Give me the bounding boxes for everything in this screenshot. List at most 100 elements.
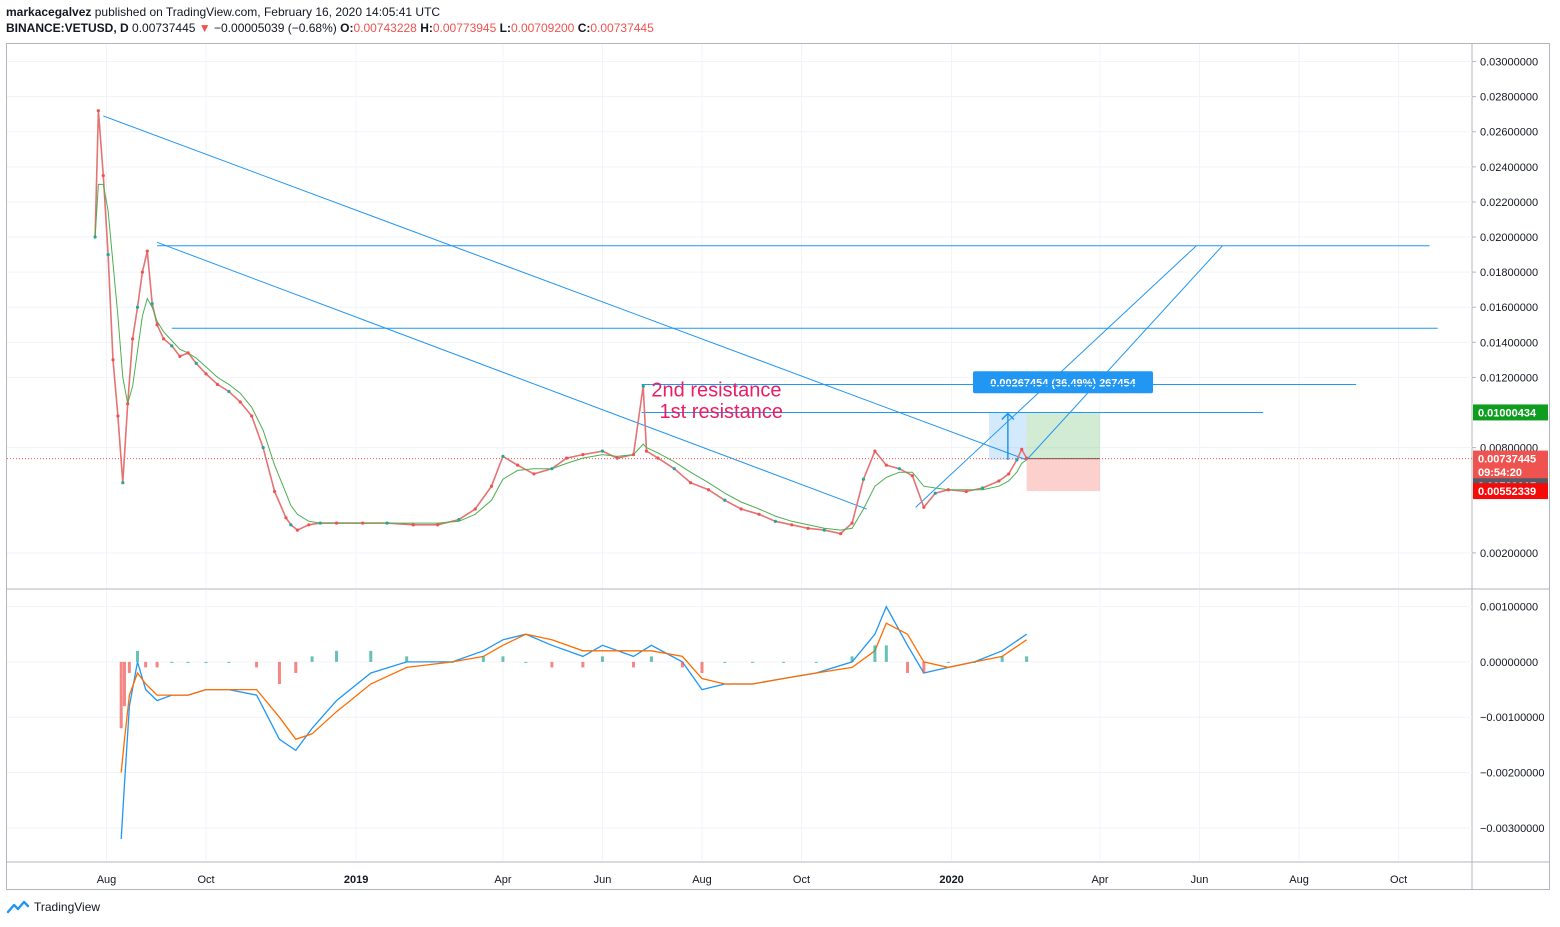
price-point	[1015, 458, 1019, 462]
price-point	[385, 521, 389, 525]
price-point	[284, 516, 288, 520]
macd-histogram-bar	[723, 661, 727, 663]
price-point	[964, 489, 968, 494]
macd-histogram-bar	[277, 661, 281, 685]
macd-tick-label: −0.00300000	[1480, 823, 1545, 835]
macd-histogram-bar	[155, 661, 159, 668]
price-point	[873, 449, 877, 453]
price-point	[295, 528, 299, 532]
price-line	[94, 110, 1028, 535]
price-tag-label: 09:54:20	[1478, 467, 1522, 479]
macd-histogram-bar	[600, 656, 604, 662]
macd-histogram-bar	[122, 661, 126, 707]
macd-tick-label: −0.00100000	[1480, 712, 1545, 724]
macd-histogram-bar	[186, 661, 190, 663]
price-point	[757, 512, 761, 516]
trend-line	[1026, 245, 1223, 461]
macd-histogram-bar	[450, 661, 454, 663]
close-label: C:	[577, 21, 591, 35]
signal-line	[120, 622, 1027, 773]
macd-histogram-bar	[649, 656, 653, 662]
macd-histogram-bar	[631, 661, 635, 668]
footer: TradingView	[6, 899, 100, 915]
stop-zone	[1026, 458, 1101, 492]
moving-average-line	[94, 183, 1027, 531]
open-label: O:	[340, 21, 354, 35]
time-tick-label: Jun	[594, 874, 612, 886]
price-point	[111, 358, 115, 362]
high-value: 0.00773945	[432, 21, 497, 35]
macd-tick-label: 0.00000000	[1480, 657, 1538, 669]
author-name[interactable]: markacegalvez	[6, 5, 92, 19]
price-point	[532, 472, 536, 476]
chart-header: markacegalvez published on TradingView.c…	[6, 4, 654, 36]
price-series	[93, 109, 1029, 536]
price-point	[550, 467, 554, 471]
time-tick-label: Aug	[97, 874, 117, 886]
drawing-layer: 0.00267454 (36.49%) 267454 2nd resistance…	[7, 115, 1472, 510]
time-tick-label: Jun	[1191, 874, 1209, 886]
time-tick-label: Oct	[197, 874, 214, 886]
price-point	[145, 249, 149, 253]
macd-histogram-bar	[550, 661, 554, 668]
price-tick-label: 0.01400000	[1480, 337, 1538, 349]
time-tick-label: 2019	[344, 874, 368, 886]
price-point	[178, 354, 182, 358]
price-tick-label: 0.02200000	[1480, 197, 1538, 209]
macd-histogram-bar	[127, 661, 131, 673]
price-point	[489, 484, 494, 488]
price-point	[473, 507, 477, 511]
price-tag-box	[1473, 404, 1548, 421]
price-point	[307, 523, 311, 527]
macd-histogram-bar	[906, 661, 910, 673]
time-tick-label: Aug	[1289, 874, 1309, 886]
price-point	[946, 488, 950, 492]
price-point	[861, 477, 866, 481]
price-point	[93, 235, 97, 239]
price-point	[723, 498, 727, 502]
price-tick-label: 0.02600000	[1480, 127, 1538, 139]
macd-histogram-bar	[294, 661, 298, 673]
chart-frame	[6, 43, 1550, 890]
time-tick-label: Apr	[494, 874, 511, 886]
price-grid	[7, 44, 1550, 889]
price-point	[140, 270, 145, 274]
price-point	[773, 519, 777, 523]
price-point	[581, 453, 585, 457]
price-point	[238, 400, 242, 404]
price-point	[656, 456, 660, 460]
macd-histogram-bar	[850, 656, 854, 662]
price-point	[910, 474, 915, 478]
price-tag-label: 0.00737445	[1478, 454, 1536, 466]
price-tick-label: 0.02400000	[1480, 162, 1538, 174]
price-point	[436, 523, 440, 527]
price-point	[194, 361, 198, 365]
measure-label: 0.00267454 (36.49%) 267454	[990, 377, 1136, 389]
publish-line: markacegalvez published on TradingView.c…	[6, 4, 654, 20]
price-point	[501, 454, 505, 458]
price-point	[980, 486, 985, 490]
time-tick-label: Oct	[1390, 874, 1407, 886]
price-point	[564, 456, 569, 460]
price-point	[186, 351, 190, 355]
axis-labels: 0.03000000 0.02800000 0.02600000 0.02400000…	[97, 57, 1545, 886]
price-point	[600, 449, 605, 453]
macd-histogram-bar	[310, 656, 314, 662]
price-point	[126, 402, 130, 406]
trend-line	[103, 115, 1027, 461]
trend-line	[915, 245, 1197, 508]
price-change: −0.00005039 (−0.68%)	[214, 21, 337, 35]
price-point	[1020, 447, 1024, 451]
macd-histogram-bar	[946, 661, 950, 663]
macd-grid	[7, 590, 1472, 861]
price-point	[318, 521, 322, 525]
price-tick-label: 0.03000000	[1480, 57, 1538, 69]
price-point	[135, 305, 140, 309]
open-value: 0.00743228	[353, 21, 417, 35]
low-label: L:	[499, 21, 511, 35]
price-point	[131, 337, 135, 341]
price-point	[204, 372, 208, 376]
macd-histogram-bar	[335, 650, 339, 662]
macd-series	[119, 605, 1029, 839]
